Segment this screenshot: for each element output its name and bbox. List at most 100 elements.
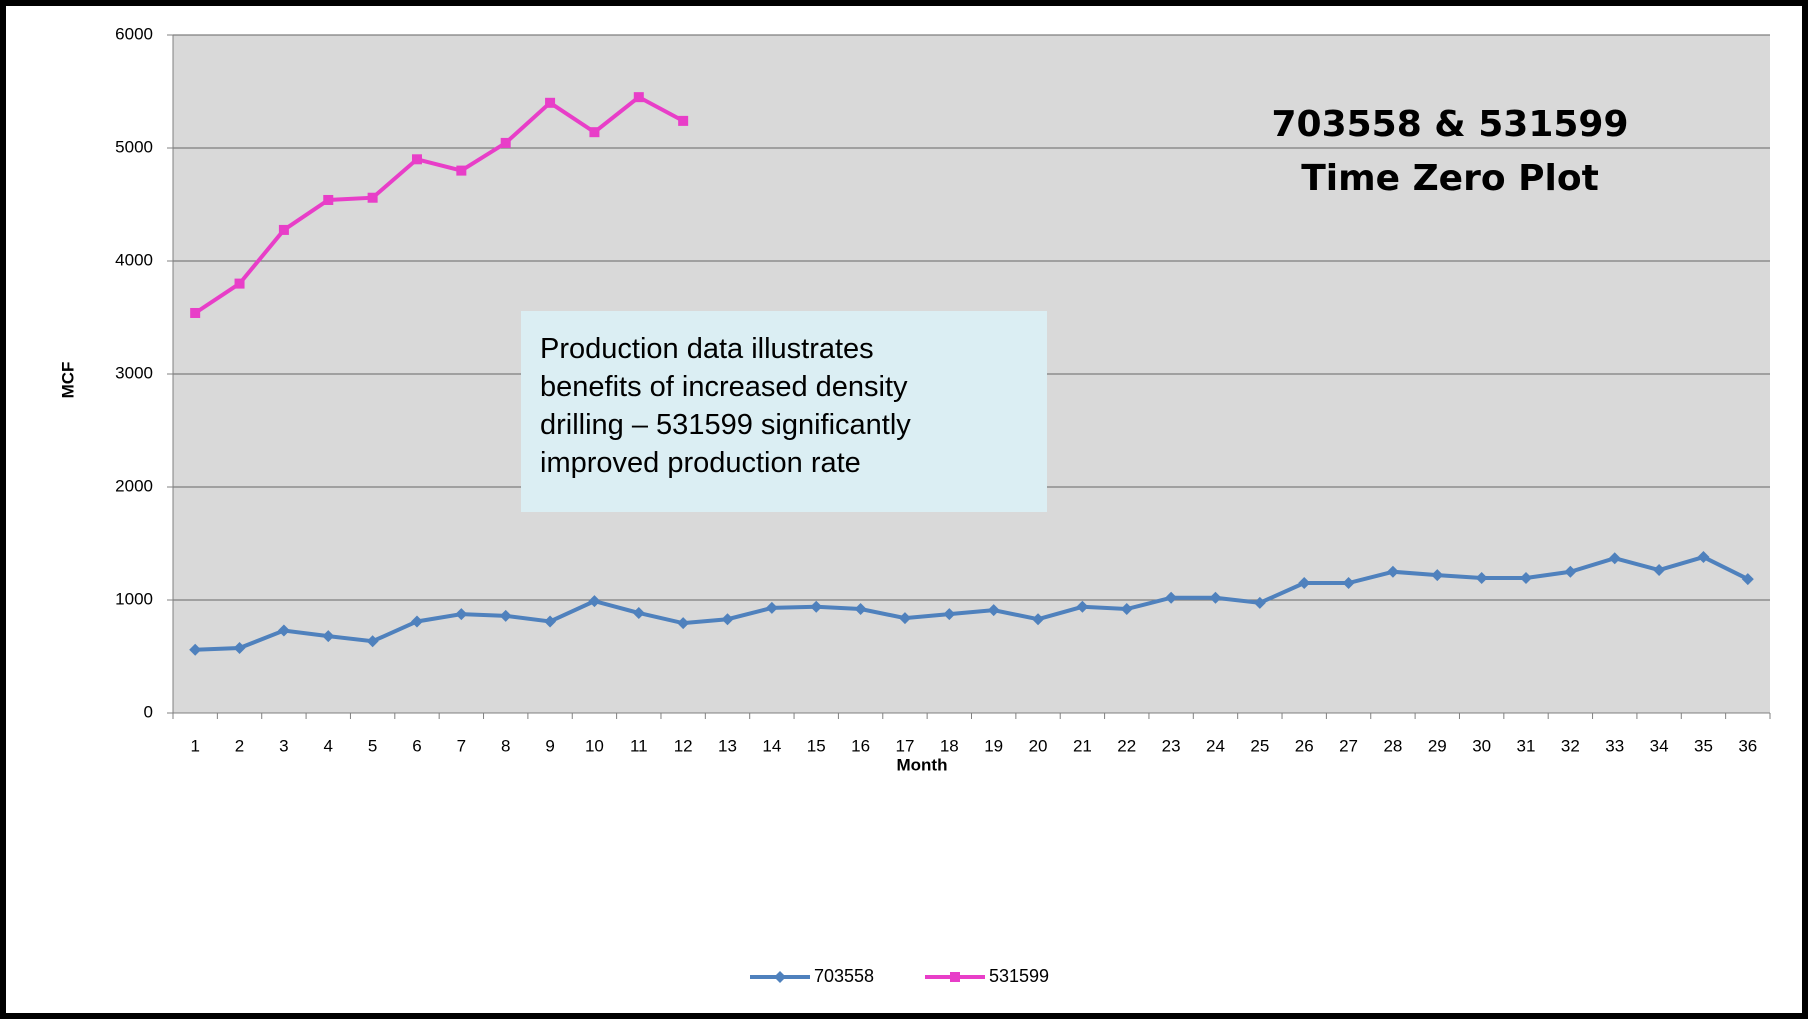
- annotation: drilling – 531599 significantly: [540, 409, 911, 441]
- y-tick-label: 5000: [115, 137, 153, 156]
- x-tick-label: 23: [1162, 736, 1181, 755]
- point: [1032, 613, 1045, 626]
- point: [544, 615, 557, 628]
- x-tick-label: 32: [1561, 736, 1580, 755]
- point: [500, 137, 511, 148]
- point: [234, 278, 245, 289]
- point: [1298, 577, 1311, 590]
- x-tick-label: 34: [1650, 736, 1669, 755]
- x-tick-label: 21: [1073, 736, 1092, 755]
- point: [589, 127, 600, 138]
- point: [1564, 565, 1577, 578]
- x-tick-label: 24: [1206, 736, 1225, 755]
- point: [1253, 596, 1266, 609]
- x-tick-label: 11: [630, 736, 648, 755]
- point: [189, 643, 202, 656]
- x-tick-label: 25: [1250, 736, 1269, 755]
- point: [1120, 603, 1133, 616]
- x-tick-label: 30: [1472, 736, 1491, 755]
- x-tick-label: 6: [412, 736, 421, 755]
- x-tick-label: 4: [324, 736, 333, 755]
- y-tick-label: 4000: [115, 250, 153, 269]
- x-tick-label: 7: [457, 736, 466, 755]
- point: [323, 194, 334, 205]
- point: [721, 613, 734, 626]
- y-tick-label: 1000: [115, 589, 153, 608]
- point: [277, 624, 290, 637]
- point: [632, 606, 645, 619]
- x-tick-label: 26: [1295, 736, 1314, 755]
- x-tick-label: 29: [1428, 736, 1447, 755]
- point: [455, 608, 468, 621]
- x-tick-label: 14: [762, 736, 781, 755]
- point: [1608, 552, 1621, 565]
- legend-marker: [774, 971, 786, 983]
- x-tick-label: 19: [984, 736, 1003, 755]
- annotation: improved production rate: [540, 447, 861, 479]
- x-tick-label: 16: [851, 736, 870, 755]
- y-tick-label: 0: [144, 702, 153, 721]
- point: [1165, 591, 1178, 604]
- x-tick-label: 10: [585, 736, 604, 755]
- point: [367, 192, 378, 203]
- point: [278, 224, 289, 235]
- point: [366, 635, 379, 648]
- point: [854, 603, 867, 616]
- x-tick-label: 5: [368, 736, 377, 755]
- point: [545, 97, 556, 108]
- point: [456, 165, 467, 176]
- x-tick-label: 35: [1694, 736, 1713, 755]
- point: [322, 630, 335, 643]
- x-tick-label: 1: [190, 736, 199, 755]
- x-tick-label: 36: [1738, 736, 1757, 755]
- point: [810, 600, 823, 613]
- x-tick-label: 31: [1517, 736, 1536, 755]
- x-tick-label: 9: [545, 736, 554, 755]
- legend-marker: [950, 972, 960, 982]
- point: [499, 609, 512, 622]
- y-tick-label: 2000: [115, 476, 153, 495]
- chart-title: Time Zero Plot: [1301, 158, 1599, 199]
- y-tick-label: 3000: [115, 363, 153, 382]
- x-tick-label: 13: [718, 736, 737, 755]
- x-tick-label: 33: [1605, 736, 1624, 755]
- point: [1386, 565, 1399, 578]
- point: [943, 608, 956, 621]
- x-tick-label: 3: [279, 736, 288, 755]
- point: [1653, 564, 1666, 577]
- point: [1520, 571, 1533, 584]
- point: [411, 154, 422, 165]
- point: [410, 615, 423, 628]
- x-tick-label: 17: [895, 736, 914, 755]
- series-line: [195, 554, 1749, 652]
- point: [233, 642, 246, 655]
- point: [1342, 577, 1355, 590]
- annotation-box: [521, 311, 1047, 512]
- point: [190, 307, 201, 318]
- series-line: [194, 94, 685, 315]
- legend-label: 703558: [814, 966, 874, 986]
- point: [898, 612, 911, 625]
- legend-label: 531599: [989, 966, 1049, 986]
- annotation: Production data illustrates: [540, 333, 874, 365]
- point: [1697, 551, 1710, 564]
- annotation: benefits of increased density: [540, 371, 908, 403]
- y-tick-label: 6000: [115, 24, 153, 43]
- point: [1475, 571, 1488, 584]
- x-tick-label: 15: [807, 736, 826, 755]
- point: [765, 601, 778, 614]
- point: [633, 92, 644, 103]
- point: [677, 617, 690, 630]
- point: [678, 115, 689, 126]
- chart-title: 703558 & 531599: [1271, 104, 1628, 145]
- point: [1209, 591, 1222, 604]
- point: [1741, 573, 1754, 586]
- x-tick-label: 20: [1029, 736, 1048, 755]
- x-tick-label: 12: [674, 736, 693, 755]
- point: [1076, 600, 1089, 613]
- x-tick-label: 28: [1383, 736, 1402, 755]
- point: [588, 595, 601, 608]
- x-tick-label: 27: [1339, 736, 1358, 755]
- x-tick-label: 18: [940, 736, 959, 755]
